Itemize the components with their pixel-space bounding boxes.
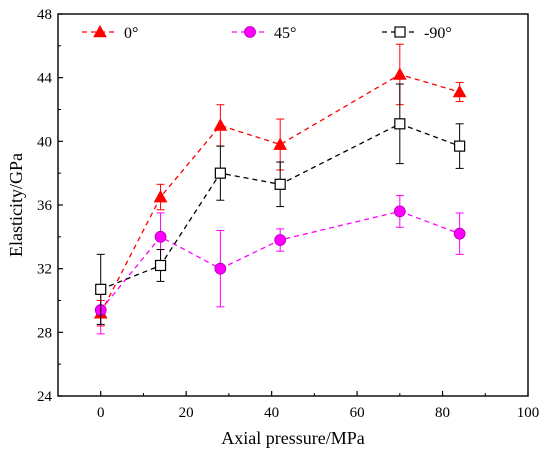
data-point [273, 137, 288, 150]
x-tick-label: 100 [517, 405, 540, 421]
legend: 0° 45° -90° [82, 24, 452, 42]
legend-marker [394, 26, 406, 38]
data-point [394, 118, 406, 130]
ticks: 0 20 40 60 80 100 24 28 32 36 40 44 48 [37, 7, 539, 421]
legend-marker [93, 24, 107, 38]
x-axis-label: Axial pressure/MPa [221, 428, 364, 448]
y-tick-label: 24 [37, 389, 53, 405]
x-tick-label: 20 [179, 405, 194, 421]
y-tick-label: 44 [37, 71, 53, 87]
data-point [95, 283, 107, 295]
data-point [154, 259, 167, 272]
data-point [454, 140, 466, 152]
legend-marker [244, 26, 256, 38]
axes [57, 13, 529, 397]
data-point [214, 167, 226, 179]
data-point [453, 227, 466, 240]
legend-label: 0° [124, 25, 138, 42]
series-layer [93, 43, 467, 335]
data-point [214, 262, 227, 275]
x-tick-label: 0 [97, 405, 105, 421]
data-point [213, 118, 228, 131]
y-tick-label: 40 [37, 134, 52, 150]
data-point [153, 190, 168, 203]
data-point [154, 230, 167, 243]
x-tick-label: 40 [264, 405, 279, 421]
series-line [100, 210, 460, 311]
plot-frame [57, 13, 529, 397]
data-point [452, 84, 467, 98]
y-tick-label: 48 [37, 7, 52, 23]
y-tick-label: 36 [37, 198, 53, 214]
legend-item-2: -90° [382, 25, 452, 42]
data-point [274, 234, 287, 246]
legend-item-1: 45° [232, 25, 296, 42]
series-2 [95, 83, 466, 325]
legend-label: 45° [274, 25, 296, 42]
series-line [100, 73, 460, 314]
y-tick-label: 28 [37, 325, 52, 341]
legend-label: -90° [424, 25, 452, 42]
x-tick-label: 80 [435, 405, 450, 421]
series-line [100, 123, 460, 290]
x-tick-label: 60 [350, 405, 365, 421]
y-tick-label: 32 [37, 262, 52, 278]
data-point [392, 67, 407, 80]
data-point [274, 178, 286, 190]
legend-item-0: 0° [82, 24, 138, 42]
y-axis-label: Elasticity/GPa [6, 153, 26, 257]
data-point [393, 205, 406, 218]
